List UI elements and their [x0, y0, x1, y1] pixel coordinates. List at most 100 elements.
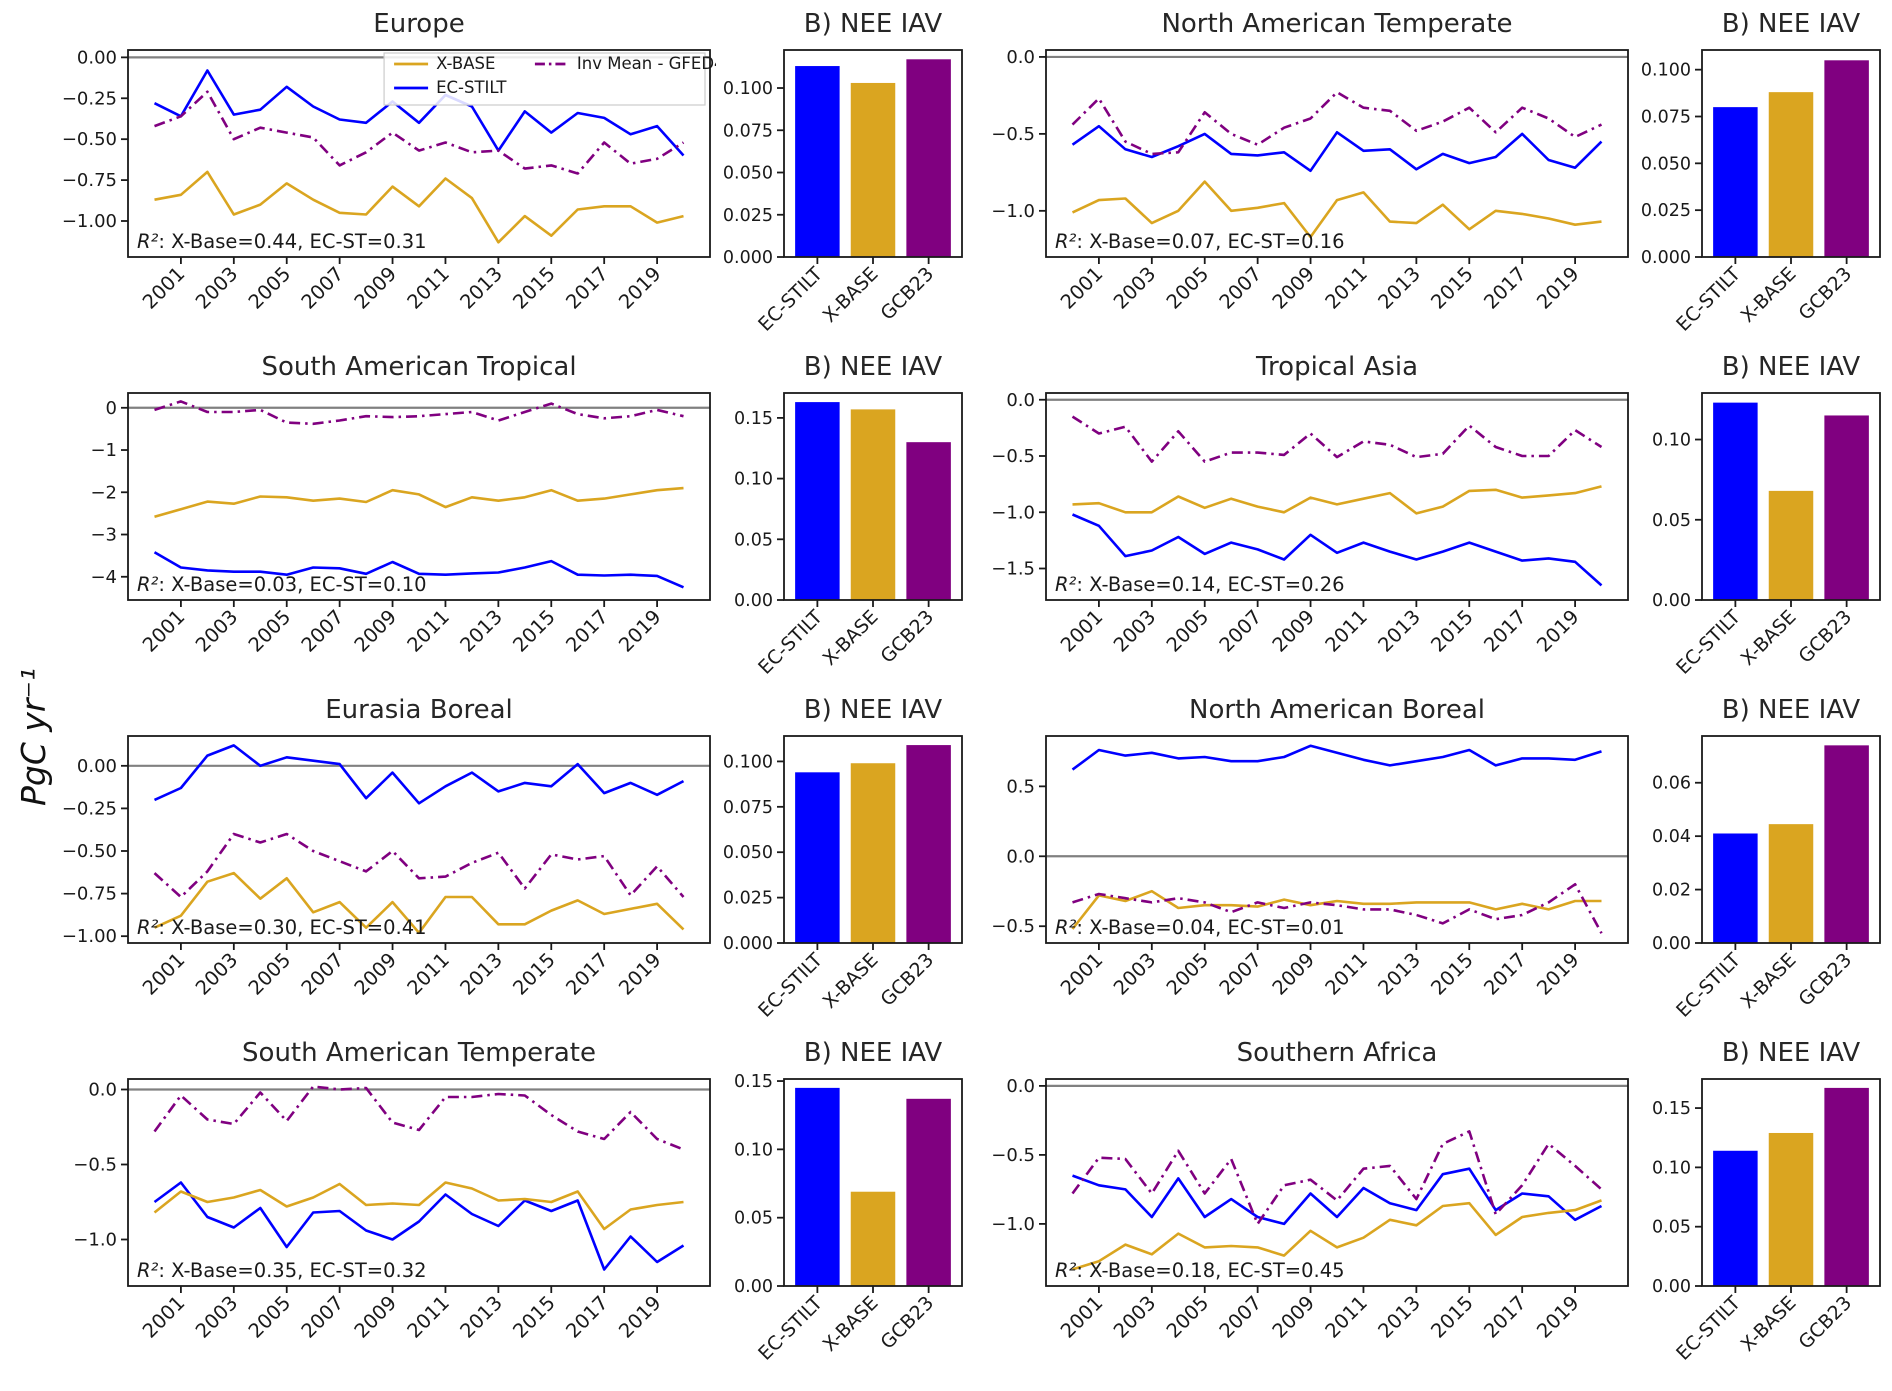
- svg-text:0.100: 0.100: [723, 752, 773, 772]
- svg-text:2013: 2013: [456, 948, 507, 999]
- north-american-temperate-nee-iav-bar-chart: 0.000 0.025 0.050 0.075 0.100 EC-STILTX-BASEG…: [1641, 49, 1881, 336]
- y-axis-label: PgC yr⁻¹: [14, 667, 53, 806]
- svg-text:2005: 2005: [1162, 1291, 1213, 1342]
- svg-text:GCB23: GCB23: [1794, 1292, 1856, 1354]
- svg-text:−1.0: −1.0: [991, 502, 1035, 523]
- panel-southern-africa-nee-iav: B) NEE IAV 0.00 0.05 0.10 0.15 EC-STILT X-BAS…: [1638, 1033, 1888, 1374]
- svg-text:EC-STILT: EC-STILT: [1672, 263, 1745, 336]
- panel-title-eurasia-boreal: Eurasia Boreal: [325, 695, 513, 725]
- svg-text:2007: 2007: [297, 948, 348, 999]
- svg-text:2013: 2013: [456, 1291, 507, 1342]
- svg-text:X-BASE: X-BASE: [1737, 263, 1801, 327]
- svg-text:2015: 2015: [1426, 605, 1477, 656]
- svg-text:0.05: 0.05: [734, 530, 773, 550]
- panel-title-europe-nee-iav: B) NEE IAV: [803, 9, 943, 39]
- svg-text:−0.5: −0.5: [991, 124, 1035, 145]
- panel-tropical-asia: Tropical Asia 0.0 −0.5 −1.0 −1.5 2001 2003 200…: [974, 347, 1634, 688]
- panel-south-american-temperate-nee-iav: B) NEE IAV 0.00 0.05 0.10 0.15 EC-STILT X-BAS…: [720, 1033, 970, 1374]
- svg-text:2003: 2003: [1109, 605, 1160, 656]
- panel-tropical-asia-nee-iav: B) NEE IAV 0.00 0.05 0.10 EC-STILT X-BASE GCB…: [1638, 347, 1888, 688]
- svg-text:0.0: 0.0: [1006, 846, 1035, 867]
- svg-text:−0.25: −0.25: [62, 88, 117, 109]
- svg-text:2019: 2019: [1532, 605, 1583, 656]
- svg-text:2011: 2011: [1321, 1291, 1372, 1342]
- svg-text:2015: 2015: [508, 948, 559, 999]
- svg-text:0.050: 0.050: [723, 843, 773, 863]
- svg-text:2005: 2005: [1162, 948, 1213, 999]
- svg-text:2017: 2017: [1479, 262, 1530, 313]
- panel-north-american-temperate: North American Temperate 0.0 −0.5 −1.0 2001…: [974, 4, 1634, 345]
- svg-text:0.10: 0.10: [734, 470, 773, 490]
- svg-text:2007: 2007: [297, 262, 348, 313]
- svg-text:−0.25: −0.25: [62, 798, 117, 819]
- svg-text:2013: 2013: [1374, 948, 1425, 999]
- svg-text:2011: 2011: [1321, 262, 1372, 313]
- svg-text:2003: 2003: [1109, 1291, 1160, 1342]
- svg-text:2011: 2011: [1321, 948, 1372, 999]
- svg-text:−1.0: −1.0: [991, 1214, 1035, 1235]
- svg-text:0.02: 0.02: [1652, 881, 1691, 901]
- svg-text:2005: 2005: [1162, 262, 1213, 313]
- svg-text:2011: 2011: [403, 948, 454, 999]
- panel-title-na-boreal-nee-iav: B) NEE IAV: [1721, 695, 1861, 725]
- svg-text:−2: −2: [90, 482, 117, 503]
- svg-text:2009: 2009: [350, 948, 401, 999]
- svg-text:2001: 2001: [138, 1291, 189, 1342]
- svg-text:GCB23: GCB23: [876, 606, 938, 668]
- svg-text:EC-STILT: EC-STILT: [754, 949, 827, 1022]
- svg-text:2017: 2017: [1479, 605, 1530, 656]
- svg-text:−1.00: −1.00: [62, 926, 117, 947]
- svg-text:EC-STILT: EC-STILT: [1672, 606, 1745, 679]
- svg-text:2011: 2011: [403, 605, 454, 656]
- svg-text:2003: 2003: [191, 1291, 242, 1342]
- svg-text:−0.50: −0.50: [62, 129, 117, 150]
- svg-text:0.10: 0.10: [1652, 1158, 1691, 1178]
- svg-text:X-BASE: X-BASE: [819, 1292, 883, 1356]
- eurasia-boreal-nee-iav-bar-chart: 0.000 0.025 0.050 0.075 0.100 EC-STILTX-BASEG…: [723, 735, 963, 1022]
- svg-text:X-BASE: X-BASE: [819, 263, 883, 327]
- svg-text:R²: X-Base=0.03, EC-ST=0.10: R²: X-Base=0.03, EC-ST=0.10: [137, 573, 427, 596]
- svg-text:0.00: 0.00: [77, 47, 117, 68]
- svg-text:0.10: 0.10: [734, 1140, 773, 1160]
- svg-text:−0.5: −0.5: [991, 446, 1035, 467]
- svg-text:2001: 2001: [1056, 948, 1107, 999]
- svg-text:−3: −3: [90, 525, 117, 546]
- svg-text:2001: 2001: [1056, 262, 1107, 313]
- panel-europe-nee-iav: B) NEE IAV 0.000 0.025 0.050 0.075 0.100 EC-S…: [720, 4, 970, 345]
- svg-text:R²: X-Base=0.44, EC-ST=0.31: R²: X-Base=0.44, EC-ST=0.31: [137, 230, 427, 253]
- svg-text:X-BASE: X-BASE: [819, 606, 883, 670]
- svg-text:R²: X-Base=0.30, EC-ST=0.41: R²: X-Base=0.30, EC-ST=0.41: [137, 916, 427, 939]
- panel-title-south-american-tropical: South American Tropical: [261, 352, 577, 382]
- svg-text:2013: 2013: [456, 262, 507, 313]
- svg-text:2003: 2003: [191, 948, 242, 999]
- svg-text:2009: 2009: [1268, 1291, 1319, 1342]
- svg-text:0.0: 0.0: [1006, 1076, 1035, 1097]
- svg-text:0.100: 0.100: [723, 79, 773, 99]
- svg-text:GCB23: GCB23: [1794, 263, 1856, 325]
- svg-text:0.000: 0.000: [1641, 248, 1691, 268]
- eurasia-boreal-timeseries-chart: 0.00 −0.25 −0.50 −0.75 −1.00 2001 2003 2005 2007…: [62, 735, 711, 1000]
- svg-text:−0.75: −0.75: [62, 884, 117, 905]
- svg-text:GCB23: GCB23: [876, 1292, 938, 1354]
- svg-text:2019: 2019: [614, 1291, 665, 1342]
- svg-text:2015: 2015: [508, 1291, 559, 1342]
- svg-text:2019: 2019: [614, 948, 665, 999]
- svg-text:−0.50: −0.50: [62, 841, 117, 862]
- svg-text:2009: 2009: [1268, 948, 1319, 999]
- panel-south-american-tropical-nee-iav: B) NEE IAV 0.00 0.05 0.10 0.15 EC-STILT X-BAS…: [720, 347, 970, 688]
- panel-south-american-temperate: South American Temperate 0.0 −0.5 −1.0 2001…: [56, 1033, 716, 1374]
- svg-text:0.05: 0.05: [1652, 511, 1691, 531]
- svg-text:0.00: 0.00: [734, 1277, 773, 1297]
- panel-title-southern-africa-nee-iav: B) NEE IAV: [1721, 1038, 1861, 1068]
- svg-text:0.0: 0.0: [1006, 47, 1035, 68]
- svg-text:0.04: 0.04: [1652, 827, 1691, 847]
- svg-text:2001: 2001: [1056, 605, 1107, 656]
- svg-text:2013: 2013: [1374, 262, 1425, 313]
- svg-text:2001: 2001: [138, 262, 189, 313]
